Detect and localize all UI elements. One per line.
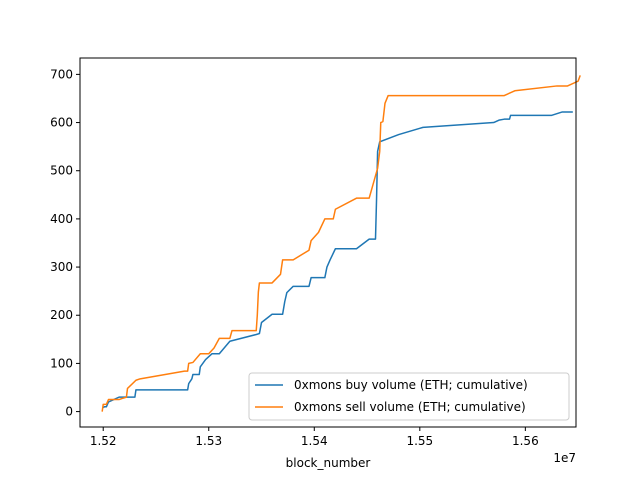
y-axis: 0 100 200 300 400 500 600 700 (50, 67, 80, 419)
x-tick-label: 1.53 (195, 434, 222, 448)
legend: 0xmons buy volume (ETH; cumulative) 0xmon… (248, 372, 570, 421)
y-tick-label: 100 (50, 356, 73, 370)
y-tick-label: 600 (50, 116, 73, 130)
y-tick-label: 300 (50, 260, 73, 274)
x-axis: 1.52 1.53 1.54 1.55 1.56 (90, 427, 539, 448)
y-tick-label: 0 (65, 405, 73, 419)
series-line-buy (102, 111, 573, 409)
x-axis-label: block_number (286, 456, 371, 470)
legend-label: 0xmons sell volume (ETH; cumulative) (294, 400, 526, 414)
x-tick-label: 1.54 (301, 434, 328, 448)
y-tick-label: 500 (50, 164, 73, 178)
x-tick-label: 1.56 (512, 434, 539, 448)
plot-frame (79, 57, 577, 428)
legend-label: 0xmons buy volume (ETH; cumulative) (294, 378, 528, 392)
y-tick-label: 400 (50, 212, 73, 226)
legend-box (248, 372, 570, 421)
x-tick-label: 1.52 (90, 434, 117, 448)
y-tick-label: 700 (50, 67, 73, 81)
series-line-sell (101, 75, 581, 412)
series-lines (101, 75, 581, 412)
x-axis-offset-label: 1e7 (553, 451, 576, 465)
y-tick-label: 200 (50, 308, 73, 322)
x-tick-label: 1.55 (406, 434, 433, 448)
